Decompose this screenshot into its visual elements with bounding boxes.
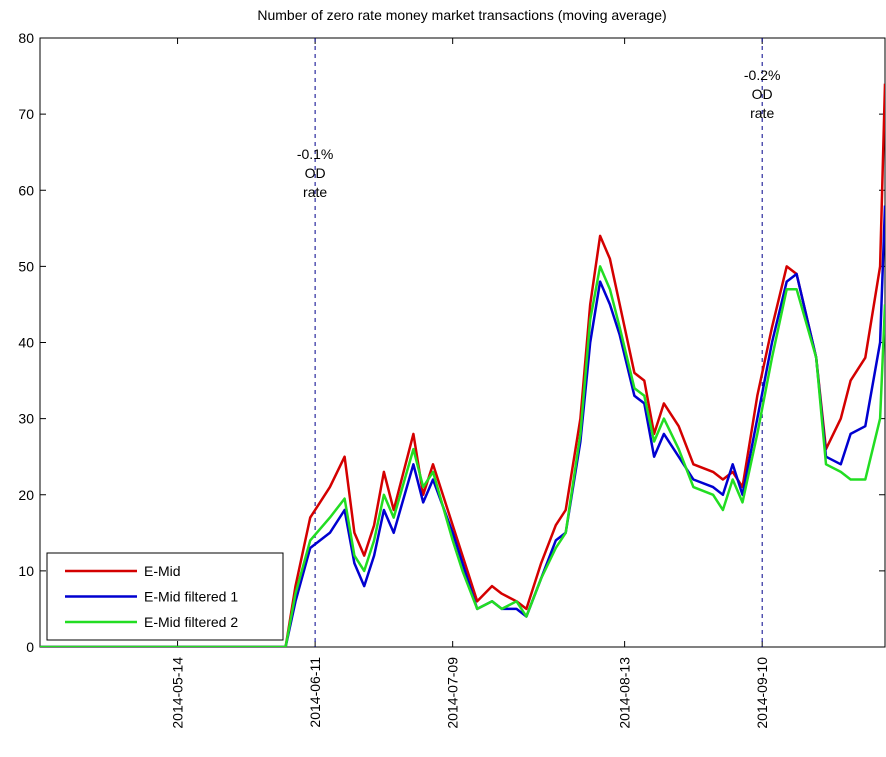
- data-line: [40, 205, 885, 647]
- y-tick-label: 30: [18, 411, 34, 427]
- y-tick-label: 80: [18, 30, 34, 46]
- y-tick-label: 60: [18, 182, 34, 198]
- x-tick-label: 2014-07-09: [445, 657, 461, 729]
- annotation-text: -0.2%: [744, 67, 781, 83]
- annotation-text: rate: [750, 105, 774, 121]
- x-tick-label: 2014-09-10: [754, 657, 770, 729]
- data-line: [40, 83, 885, 647]
- data-line: [40, 265, 885, 647]
- annotation-text: OD: [752, 86, 773, 102]
- y-tick-label: 50: [18, 258, 34, 274]
- annotation-text: -0.1%: [297, 146, 334, 162]
- legend-label: E-Mid filtered 2: [144, 614, 238, 630]
- chart-title: Number of zero rate money market transac…: [257, 7, 666, 23]
- y-tick-label: 70: [18, 106, 34, 122]
- x-tick-label: 2014-08-13: [617, 657, 633, 729]
- y-tick-label: 40: [18, 335, 34, 351]
- legend-label: E-Mid: [144, 563, 181, 579]
- y-tick-label: 10: [18, 563, 34, 579]
- annotation-text: rate: [303, 184, 327, 200]
- x-tick-label: 2014-06-11: [307, 657, 323, 728]
- annotation-text: OD: [305, 165, 326, 181]
- x-tick-label: 2014-05-14: [170, 657, 186, 729]
- legend-label: E-Mid filtered 1: [144, 589, 238, 605]
- y-tick-label: 20: [18, 487, 34, 503]
- y-tick-label: 0: [26, 639, 34, 655]
